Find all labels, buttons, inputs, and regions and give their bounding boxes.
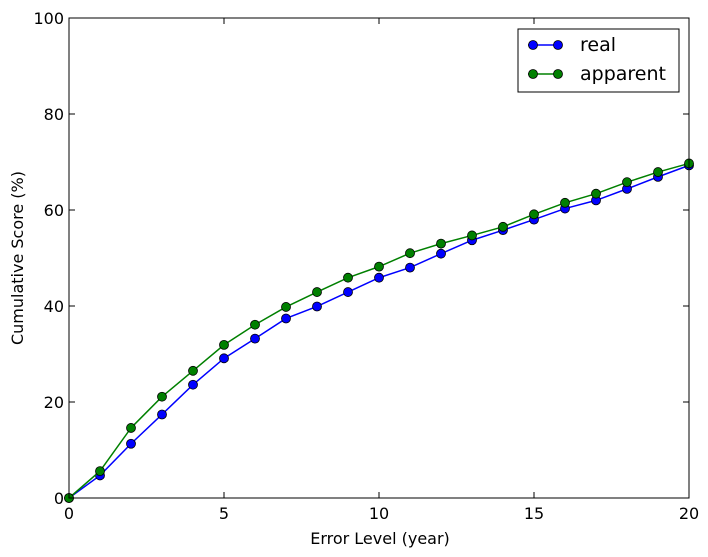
legend-box — [517, 28, 680, 93]
series-layer — [64, 158, 694, 503]
data-point-apparent — [498, 221, 508, 232]
y-tick-label: 40 — [44, 297, 64, 316]
data-point-real — [281, 313, 291, 324]
data-point-real — [219, 353, 229, 364]
data-point-real — [188, 379, 198, 390]
x-tick-label: 15 — [524, 504, 544, 523]
series-line-real — [68, 164, 690, 499]
series-apparent — [64, 158, 694, 503]
legend: real apparent — [517, 28, 680, 93]
data-point-real — [405, 262, 415, 273]
tick-labels: 0 5 10 15 20 0 20 40 60 80 100 — [33, 9, 699, 523]
data-point-real — [343, 287, 353, 297]
x-tick-label: 5 — [219, 504, 229, 523]
data-point-apparent — [157, 391, 167, 402]
data-point-real — [312, 301, 322, 312]
data-point-apparent — [529, 209, 539, 220]
data-point-apparent — [405, 248, 415, 259]
data-point-apparent — [250, 319, 260, 330]
data-point-apparent — [436, 238, 446, 249]
y-tick-label: 80 — [44, 105, 64, 124]
y-tick-label: 20 — [44, 393, 64, 412]
data-point-apparent — [374, 261, 384, 272]
y-tick-label: 0 — [54, 489, 64, 508]
data-point-real — [436, 248, 446, 259]
legend-marker-real — [528, 40, 538, 50]
data-point-apparent — [95, 466, 105, 477]
x-tick-label: 20 — [679, 504, 699, 523]
data-point-apparent — [591, 188, 601, 199]
data-point-apparent — [653, 167, 663, 177]
legend-marker-apparent — [528, 69, 538, 79]
plot-area-frame — [68, 17, 690, 499]
series-real — [64, 160, 694, 503]
legend-marker-real — [553, 40, 563, 50]
data-point-real — [126, 438, 136, 449]
data-point-real — [157, 409, 167, 420]
series-line-apparent — [68, 162, 690, 499]
data-point-apparent — [219, 339, 229, 350]
data-point-apparent — [343, 272, 353, 283]
data-point-apparent — [126, 423, 136, 433]
data-point-apparent — [622, 177, 632, 188]
data-point-apparent — [560, 197, 570, 208]
x-tick-label: 10 — [369, 504, 389, 523]
data-point-real — [374, 272, 384, 283]
data-point-apparent — [312, 287, 322, 297]
data-point-apparent — [281, 302, 291, 312]
data-point-apparent — [467, 230, 477, 241]
y-axis-label: Cumulative Score (%) — [8, 171, 27, 345]
legend-marker-apparent — [553, 69, 563, 79]
data-point-apparent — [188, 365, 198, 376]
y-tick-label: 60 — [44, 201, 64, 220]
x-axis-label: Error Level (year) — [310, 529, 450, 548]
y-tick-label: 100 — [33, 9, 64, 28]
legend-label-apparent: apparent — [580, 63, 666, 85]
legend-label-real: real — [580, 34, 616, 56]
data-point-real — [250, 333, 260, 344]
x-tick-label: 0 — [64, 504, 74, 523]
